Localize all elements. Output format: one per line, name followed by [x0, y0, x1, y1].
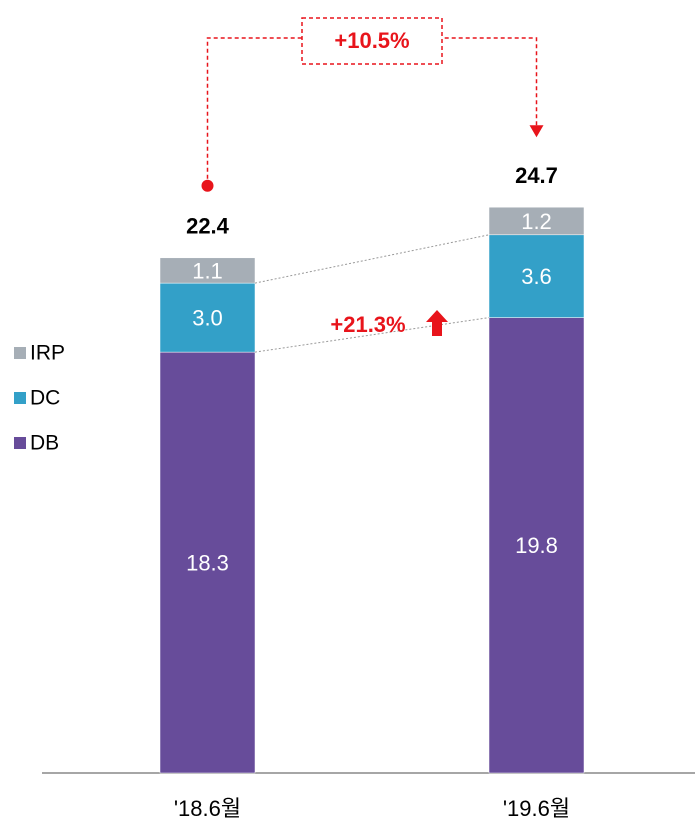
data-label: 19.8	[515, 533, 558, 558]
x-tick-label: '18.6월	[174, 796, 241, 821]
legend-swatch	[14, 347, 26, 359]
data-label: 3.0	[192, 305, 223, 330]
legend-swatch	[14, 437, 26, 449]
data-label: 3.6	[521, 264, 552, 289]
growth-label: +10.5%	[334, 28, 409, 53]
data-label: 18.3	[186, 550, 229, 575]
data-label: 1.1	[192, 258, 223, 283]
bar-segment	[159, 257, 256, 284]
bar-segment	[488, 234, 585, 318]
up-arrow	[426, 310, 448, 336]
dc-growth-label: +21.3%	[330, 312, 405, 337]
legend-swatch	[14, 392, 26, 404]
bar-segment	[159, 282, 256, 353]
bar-segment	[488, 317, 585, 774]
total-label: 22.4	[186, 214, 230, 239]
legend-label: IRP	[30, 342, 65, 365]
growth-box	[301, 17, 443, 65]
bar-segment	[159, 351, 256, 774]
bar-segment	[488, 206, 585, 236]
data-label: 1.2	[521, 209, 552, 234]
total-label: 24.7	[515, 163, 558, 188]
connector	[254, 317, 490, 353]
connector	[254, 234, 490, 284]
growth-arrow	[529, 125, 544, 138]
legend-label: DB	[30, 432, 59, 455]
growth-line	[206, 37, 538, 186]
legend-label: DC	[30, 387, 60, 410]
growth-dot	[201, 179, 214, 192]
x-tick-label: '19.6월	[503, 796, 570, 821]
